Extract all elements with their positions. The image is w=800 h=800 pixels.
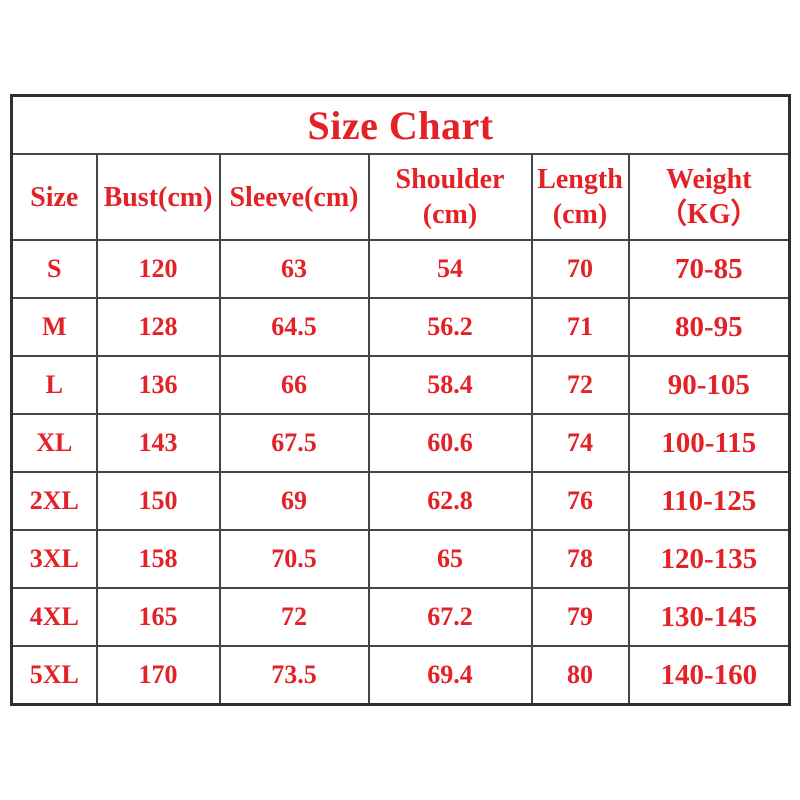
column-header-shoulder: Shoulder (cm) <box>367 153 533 241</box>
column-header-label: Sleeve(cm) <box>229 181 359 213</box>
table-row: 3XL 158 70.5 65 78 120-135 <box>10 529 791 589</box>
column-header-bust: Bust(cm) <box>95 153 221 241</box>
cell-sleeve: 72 <box>218 587 370 647</box>
cell-length: 80 <box>530 645 630 706</box>
cell-bust: 143 <box>95 413 221 473</box>
cell-shoulder: 62.8 <box>367 471 533 531</box>
column-header-unit: （KG） <box>659 199 759 230</box>
cell-shoulder: 67.2 <box>367 587 533 647</box>
cell-length: 79 <box>530 587 630 647</box>
column-header-label: Weight <box>666 164 752 195</box>
cell-bust: 170 <box>95 645 221 706</box>
cell-length: 70 <box>530 239 630 299</box>
cell-weight: 140-160 <box>627 645 791 706</box>
cell-size: S <box>10 239 98 299</box>
cell-size: 3XL <box>10 529 98 589</box>
cell-sleeve: 67.5 <box>218 413 370 473</box>
table-row: L 136 66 58.4 72 90-105 <box>10 355 791 415</box>
column-header-label: Length <box>537 164 623 195</box>
cell-bust: 150 <box>95 471 221 531</box>
cell-shoulder: 60.6 <box>367 413 533 473</box>
column-header-weight: Weight （KG） <box>627 153 791 241</box>
size-chart-table: Size Chart Size Bust(cm) Sleeve(cm) Shou… <box>10 94 792 706</box>
cell-weight: 120-135 <box>627 529 791 589</box>
cell-weight: 110-125 <box>627 471 791 531</box>
cell-size: 2XL <box>10 471 98 531</box>
table-row: 2XL 150 69 62.8 76 110-125 <box>10 471 791 531</box>
table-row: XL 143 67.5 60.6 74 100-115 <box>10 413 791 473</box>
column-header-label: Shoulder <box>395 164 505 195</box>
size-table-body: S 120 63 54 70 70-85 M 128 64.5 56.2 71 80-95 L 136 66… <box>10 239 791 706</box>
cell-weight: 90-105 <box>627 355 791 415</box>
cell-length: 74 <box>530 413 630 473</box>
page-title: Size Chart <box>10 94 791 155</box>
cell-shoulder: 58.4 <box>367 355 533 415</box>
cell-size: 4XL <box>10 587 98 647</box>
cell-size: M <box>10 297 98 357</box>
cell-size: 5XL <box>10 645 98 706</box>
cell-sleeve: 64.5 <box>218 297 370 357</box>
column-header-size: Size <box>10 153 98 241</box>
cell-size: L <box>10 355 98 415</box>
cell-sleeve: 73.5 <box>218 645 370 706</box>
column-header-label: Size <box>30 181 79 213</box>
cell-shoulder: 69.4 <box>367 645 533 706</box>
column-header-unit: (cm) <box>552 199 608 230</box>
cell-shoulder: 56.2 <box>367 297 533 357</box>
table-row: 4XL 165 72 67.2 79 130-145 <box>10 587 791 647</box>
cell-sleeve: 70.5 <box>218 529 370 589</box>
cell-length: 72 <box>530 355 630 415</box>
column-header-sleeve: Sleeve(cm) <box>218 153 370 241</box>
cell-weight: 70-85 <box>627 239 791 299</box>
cell-sleeve: 66 <box>218 355 370 415</box>
cell-bust: 165 <box>95 587 221 647</box>
cell-length: 71 <box>530 297 630 357</box>
cell-length: 76 <box>530 471 630 531</box>
column-header-label: Bust(cm) <box>103 181 213 213</box>
cell-bust: 158 <box>95 529 221 589</box>
cell-shoulder: 54 <box>367 239 533 299</box>
cell-bust: 128 <box>95 297 221 357</box>
cell-sleeve: 69 <box>218 471 370 531</box>
table-row: M 128 64.5 56.2 71 80-95 <box>10 297 791 357</box>
title-row: Size Chart <box>10 94 791 155</box>
cell-weight: 100-115 <box>627 413 791 473</box>
cell-weight: 80-95 <box>627 297 791 357</box>
table-row: 5XL 170 73.5 69.4 80 140-160 <box>10 645 791 706</box>
table-row: S 120 63 54 70 70-85 <box>10 239 791 299</box>
cell-size: XL <box>10 413 98 473</box>
cell-shoulder: 65 <box>367 529 533 589</box>
cell-bust: 120 <box>95 239 221 299</box>
header-row: Size Bust(cm) Sleeve(cm) Shoulder (cm) L… <box>10 153 791 241</box>
cell-bust: 136 <box>95 355 221 415</box>
cell-length: 78 <box>530 529 630 589</box>
cell-weight: 130-145 <box>627 587 791 647</box>
cell-sleeve: 63 <box>218 239 370 299</box>
column-header-length: Length (cm) <box>530 153 630 241</box>
column-header-unit: (cm) <box>422 199 478 230</box>
